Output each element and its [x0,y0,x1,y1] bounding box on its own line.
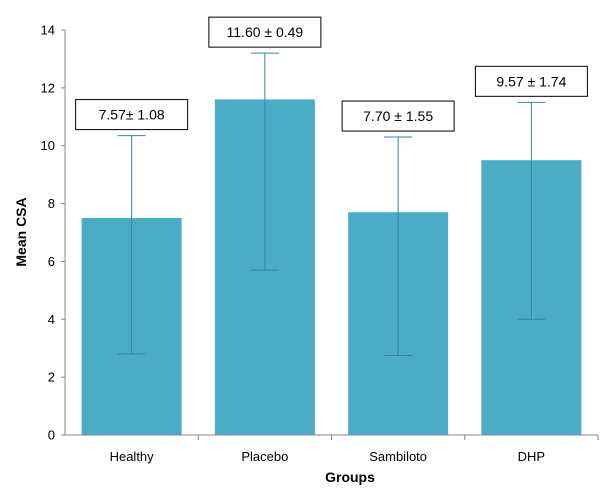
annotations: 7.57± 1.08 11.60 ± 0.49 7.70 ± 1.55 9.57 ± … [75,16,588,132]
annotation-box [75,99,189,131]
y-axis-title: Mean CSA [13,197,29,266]
annotation-label: 11.60 ± 0.49 [227,24,304,40]
y-tick-label: 4 [48,312,55,327]
y-tick-label: 14 [41,23,55,38]
y-tick-label: 8 [48,196,55,211]
bars [81,99,582,435]
y-tick-label: 2 [48,370,55,385]
y-tick-label: 10 [41,138,55,153]
x-axis-title: Groups [325,469,375,485]
annotation-label: 7.57± 1.08 [99,107,165,123]
annotation-box [474,65,588,97]
error-bars [117,52,546,356]
y-ticks: 0 2 4 6 8 10 12 14 [41,23,65,443]
y-tick-label: 12 [41,80,55,95]
x-tick-label: Sambiloto [369,449,427,464]
annotation-label: 9.57 ± 1.74 [496,73,566,89]
annotation-label: 7.70 ± 1.55 [363,108,433,124]
x-tick-label: Placebo [241,449,288,464]
x-tick-label: Healthy [110,449,155,464]
y-tick-label: 0 [48,428,55,443]
x-tick-label: DHP [518,449,545,464]
x-tick-labels: Healthy Placebo Sambiloto DHP [110,435,599,464]
annotation-box [208,16,322,48]
annotation-box [341,100,455,132]
y-tick-label: 6 [48,254,55,269]
